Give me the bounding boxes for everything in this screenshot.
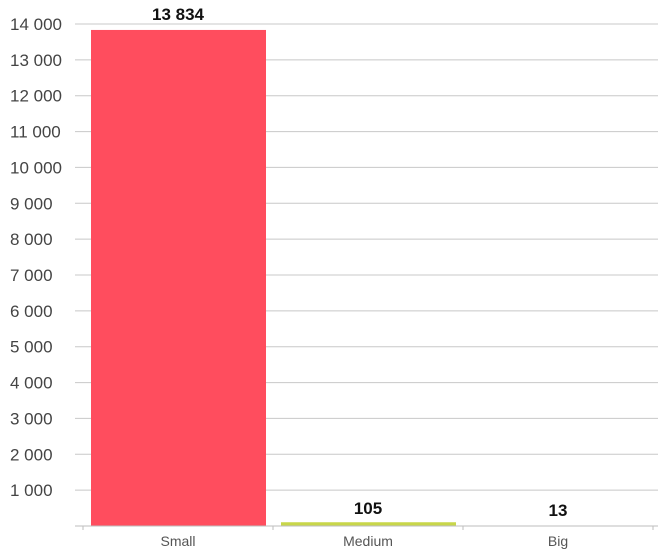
y-tick-label: 11 000 — [10, 123, 61, 142]
y-tick-label: 12 000 — [10, 87, 62, 106]
x-tick-label-medium: Medium — [343, 533, 393, 549]
y-tick-label: 6 000 — [10, 302, 53, 321]
data-labels: 13 834 105 13 — [152, 5, 567, 520]
bar-small — [91, 29, 266, 527]
y-tick-label: 5 000 — [10, 338, 53, 357]
data-label-medium: 105 — [354, 499, 382, 518]
data-label-big: 13 — [549, 501, 568, 520]
y-tick-label: 7 000 — [10, 266, 53, 285]
y-tick-label: 13 000 — [10, 51, 62, 70]
y-tick-label: 1 000 — [10, 481, 53, 500]
y-tick-label: 8 000 — [10, 230, 53, 249]
x-axis: Small Medium Big — [75, 525, 658, 549]
x-tick-label-big: Big — [548, 533, 568, 549]
y-tick-label: 4 000 — [10, 374, 53, 393]
x-tick-label-small: Small — [160, 533, 195, 549]
y-tick-label: 3 000 — [10, 409, 53, 428]
y-tick-label: 2 000 — [10, 445, 53, 464]
bar-medium — [281, 522, 456, 526]
y-tick-label: 9 000 — [10, 194, 53, 213]
bars — [91, 29, 646, 527]
y-tick-label: 10 000 — [10, 158, 62, 177]
y-axis-ticks: 1 000 2 000 3 000 4 000 5 000 6 000 7 000 8 000… — [10, 15, 62, 500]
y-tick-label: 14 000 — [10, 15, 62, 34]
data-label-small: 13 834 — [152, 5, 205, 24]
